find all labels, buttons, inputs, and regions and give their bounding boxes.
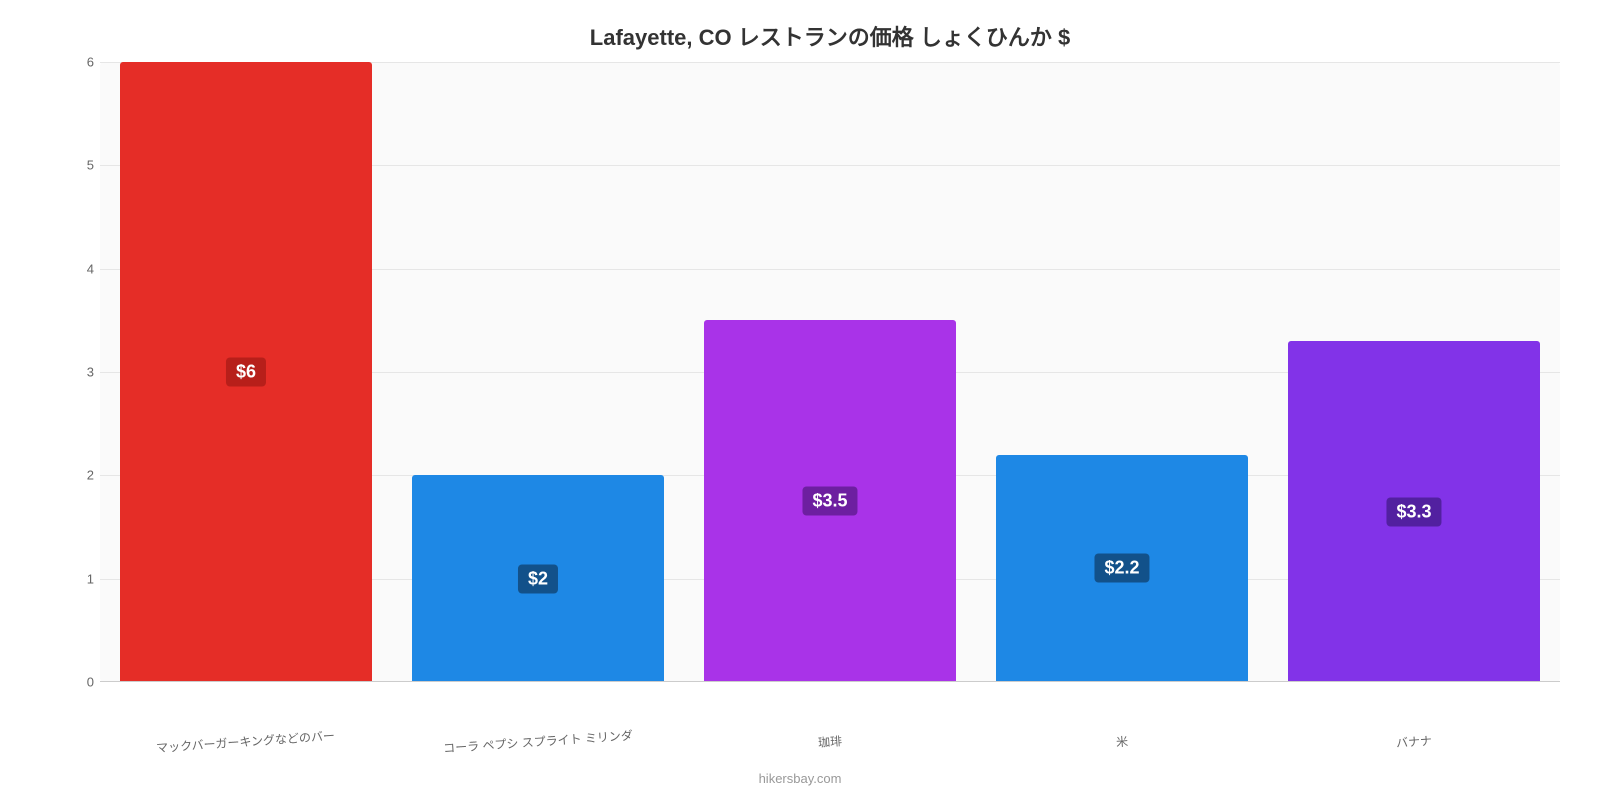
x-axis-labels: マックバーガーキングなどのバーコーラ ペプシ スプライト ミリンダ 珈琲 米 バナナ: [100, 733, 1560, 750]
bar-value-label: $2: [518, 564, 558, 593]
y-tick-label: 0: [72, 675, 94, 690]
bar-slot: $6: [100, 62, 392, 682]
credit-text: hikersbay.com: [0, 771, 1600, 786]
y-tick-label: 3: [72, 365, 94, 380]
bar-value-label: $3.5: [802, 487, 857, 516]
bar: $3.3: [1288, 341, 1539, 682]
y-tick-label: 5: [72, 158, 94, 173]
bar-slot: $2: [392, 62, 684, 682]
y-tick-label: 4: [72, 261, 94, 276]
y-tick-label: 1: [72, 571, 94, 586]
x-axis-label: 珈琲: [817, 732, 842, 751]
y-tick-label: 2: [72, 468, 94, 483]
x-label-slot: マックバーガーキングなどのバー: [100, 733, 392, 750]
bar-value-label: $3.3: [1386, 497, 1441, 526]
x-axis-label: コーラ ペプシ スプライト ミリンダ: [443, 726, 634, 756]
baseline: [100, 681, 1560, 682]
chart-container: Lafayette, CO レストランの価格 しょくひんか $ $6 $2 $3.5…: [0, 0, 1600, 800]
bar-slot: $2.2: [976, 62, 1268, 682]
x-axis-label: バナナ: [1395, 732, 1432, 751]
bar-value-label: $6: [226, 358, 266, 387]
bar: $2.2: [996, 455, 1247, 682]
bar: $2: [412, 475, 663, 682]
x-label-slot: 珈琲: [684, 733, 976, 750]
chart-title: Lafayette, CO レストランの価格 しょくひんか $: [100, 20, 1560, 52]
x-label-slot: コーラ ペプシ スプライト ミリンダ: [392, 733, 684, 750]
bar-slot: $3.5: [684, 62, 976, 682]
x-label-slot: 米: [976, 733, 1268, 750]
x-label-slot: バナナ: [1268, 733, 1560, 750]
bar-value-label: $2.2: [1094, 554, 1149, 583]
bar: $3.5: [704, 320, 955, 682]
bars-group: $6 $2 $3.5 $2.2 $3.3: [100, 62, 1560, 682]
y-tick-label: 6: [72, 55, 94, 70]
bar: $6: [120, 62, 371, 682]
x-axis-label: マックバーガーキングなどのバー: [156, 727, 336, 756]
plot-area: $6$2$3.5$2.2$3.3 0123456: [100, 62, 1560, 682]
x-axis-label: 米: [1115, 733, 1128, 751]
bar-slot: $3.3: [1268, 62, 1560, 682]
